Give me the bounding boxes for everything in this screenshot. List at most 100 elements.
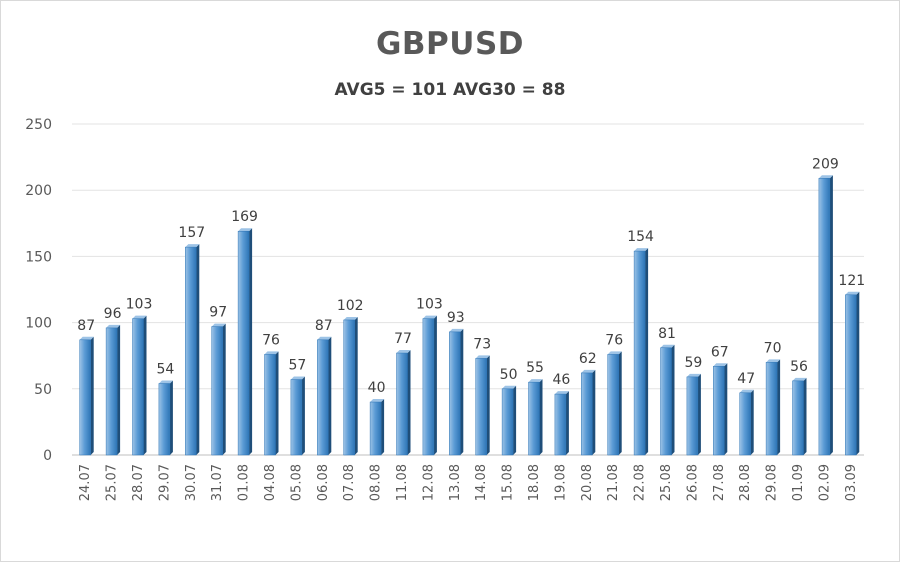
x-axis-ticks: 24.07 25.07 28.07 29.07 30.07 31.07 01.08 04.08… (78, 464, 859, 501)
bar-front (765, 362, 778, 456)
x-tick-label: 01.08 (237, 464, 252, 501)
bar (818, 175, 833, 456)
data-label: 73 (473, 336, 491, 352)
bar-side (829, 175, 833, 455)
bar-front (211, 326, 223, 456)
bar (660, 344, 675, 456)
bar-top (106, 324, 121, 328)
data-label: 47 (737, 371, 755, 387)
bar-front (607, 354, 619, 456)
bar-top (396, 350, 411, 354)
bar (369, 399, 385, 456)
bar-front (105, 327, 118, 456)
x-tick-label: 02.09 (817, 464, 832, 501)
data-label: 209 (812, 156, 839, 172)
data-label: 154 (627, 229, 654, 245)
x-tick-label: 01.09 (791, 464, 806, 501)
bar-front (818, 178, 831, 456)
x-tick-label: 30.07 (184, 464, 199, 501)
x-tick-label: 11.08 (395, 464, 410, 501)
bar (105, 324, 121, 456)
bar (237, 228, 253, 456)
bar-side (777, 359, 781, 455)
bar-top (317, 336, 332, 340)
data-label: 93 (447, 310, 465, 326)
bar (792, 377, 807, 456)
bar-front (792, 380, 804, 456)
bar-side (803, 377, 807, 455)
bar (686, 373, 701, 456)
bar-side (328, 336, 332, 455)
bar (581, 369, 596, 456)
data-label: 76 (262, 332, 280, 348)
x-tick-label: 13.08 (448, 464, 463, 501)
bar (290, 376, 305, 456)
bar (475, 355, 490, 456)
x-tick-label: 03.09 (844, 464, 859, 501)
bar-front (79, 339, 91, 456)
x-tick-label: 20.08 (580, 464, 595, 501)
bar-top (370, 399, 385, 403)
bar-front (422, 318, 435, 456)
data-label: 169 (231, 209, 258, 225)
bar-front (132, 318, 144, 456)
x-tick-label: 18.08 (527, 464, 542, 501)
x-tick-label: 21.08 (606, 464, 621, 501)
x-tick-label: 04.08 (263, 464, 278, 501)
bar (317, 336, 332, 456)
bar (211, 323, 226, 456)
bar-top (79, 336, 94, 340)
bars (79, 175, 860, 456)
data-label: 87 (315, 318, 333, 334)
bar-side (354, 316, 358, 455)
bar-side (381, 399, 385, 455)
x-tick-label: 14.08 (474, 464, 489, 501)
bar-side (196, 244, 200, 455)
bar-top (185, 244, 200, 248)
bar-side (169, 380, 173, 455)
bar-side (539, 379, 543, 455)
bar-top (158, 380, 173, 384)
bar-top (792, 377, 807, 381)
bar (132, 315, 147, 456)
data-label: 97 (209, 305, 227, 321)
bar-front (343, 319, 355, 456)
x-tick-label: 05.08 (289, 464, 304, 501)
bar-front (660, 347, 672, 456)
bar-side (460, 328, 464, 455)
chart-subtitle: AVG5 = 101 AVG30 = 88 (334, 80, 566, 100)
x-tick-label: 19.08 (553, 464, 568, 501)
y-tick-label: 200 (25, 183, 52, 199)
data-label: 96 (104, 306, 122, 322)
bar-side (301, 376, 305, 455)
bar-front (185, 246, 197, 456)
y-tick-label: 150 (25, 249, 52, 265)
bar-top (634, 248, 649, 252)
chart-title: GBPUSD (375, 26, 525, 62)
bar (739, 389, 754, 456)
bar-top (845, 291, 860, 295)
x-tick-label: 28.08 (738, 464, 753, 501)
bar-side (750, 389, 754, 455)
bar-front (449, 331, 461, 456)
bar-front (264, 354, 276, 456)
data-label: 57 (288, 358, 306, 374)
bar-side (249, 228, 253, 455)
bar-front (501, 388, 514, 456)
data-label: 70 (764, 340, 782, 356)
data-label: 157 (178, 225, 205, 241)
bar (845, 291, 860, 456)
bar-front (158, 383, 171, 456)
bar-side (618, 351, 622, 455)
bar-side (117, 324, 121, 455)
y-tick-label: 250 (25, 117, 52, 133)
bar-front (554, 393, 567, 456)
gridlines (72, 123, 864, 456)
bar (185, 244, 200, 456)
x-tick-label: 31.07 (210, 464, 225, 501)
bar-side (275, 351, 279, 455)
bar-side (222, 323, 226, 455)
bar-side (565, 391, 569, 455)
x-tick-label: 06.08 (316, 464, 331, 501)
